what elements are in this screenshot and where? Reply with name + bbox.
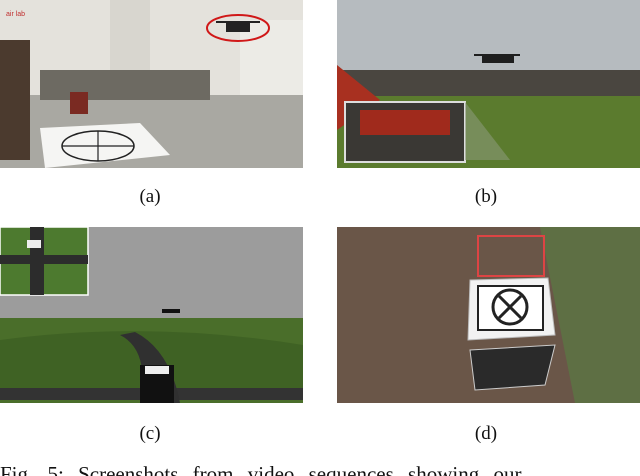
panel-d-image: [337, 227, 640, 403]
figure-caption: Fig. 5: Screenshots from video sequences…: [0, 462, 521, 476]
panel-b-image: [337, 0, 640, 168]
panel-c-image: [0, 226, 303, 403]
sign-text: air lab: [6, 11, 25, 18]
panel-label: (d): [475, 423, 497, 444]
panel-label: (a): [139, 186, 160, 207]
panel-a-image: air lab: [0, 0, 303, 168]
panel-label: (c): [139, 423, 160, 444]
panel-label: (b): [475, 186, 497, 207]
